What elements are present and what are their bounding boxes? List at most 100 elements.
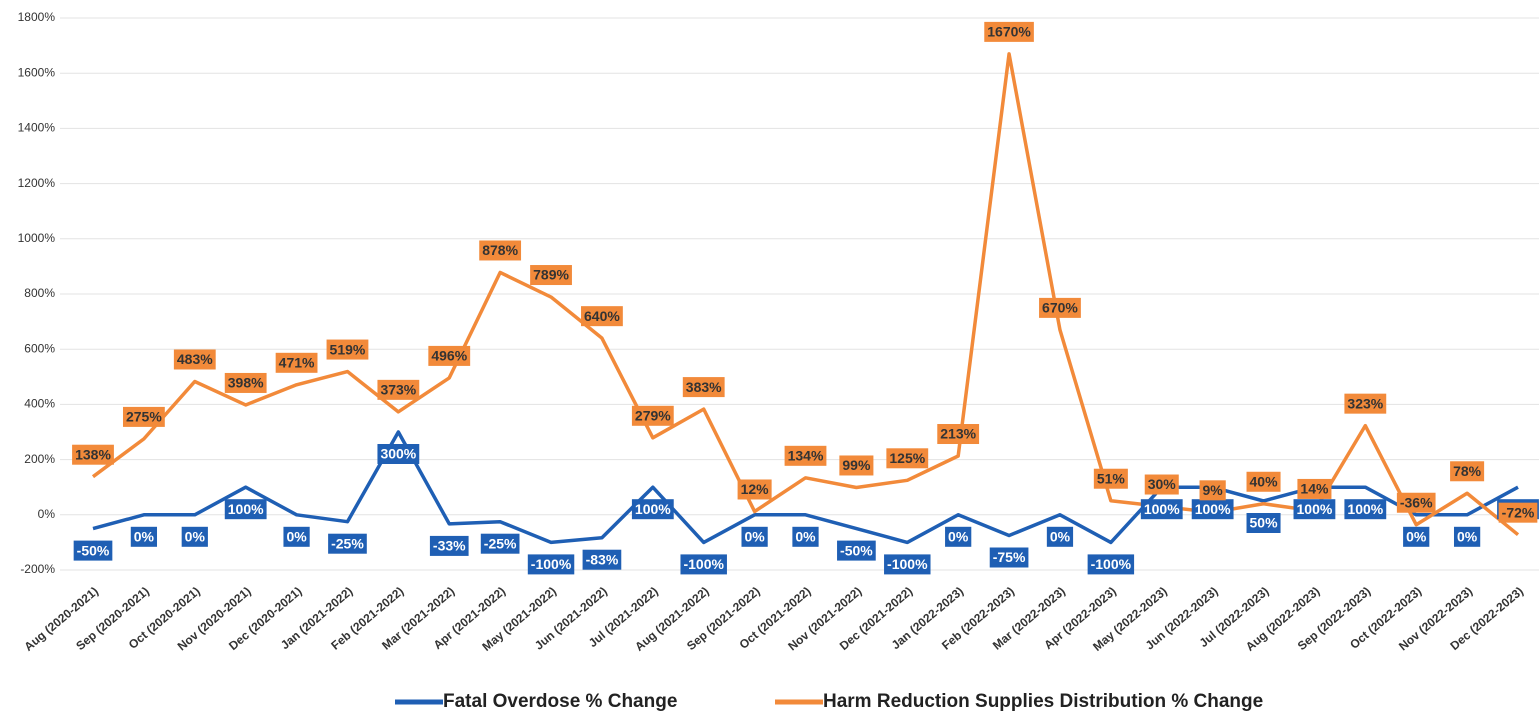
data-label-box: [1199, 480, 1226, 501]
data-label-text: -100%: [887, 556, 928, 572]
data-label-box: [326, 339, 369, 360]
data-label-text: 40%: [1250, 473, 1279, 489]
data-label-text: 100%: [635, 501, 671, 517]
y-tick-label: 1200%: [18, 176, 56, 190]
data-label: 279%: [631, 405, 674, 426]
data-label: -50%: [73, 540, 113, 561]
data-label: 100%: [1293, 499, 1336, 520]
data-label: 300%: [377, 444, 420, 464]
data-label: 323%: [1344, 393, 1387, 414]
data-label: 40%: [1246, 471, 1281, 492]
data-label-box: [1191, 499, 1234, 520]
data-label-box: [582, 549, 622, 570]
legend-label: Fatal Overdose % Change: [443, 691, 677, 712]
data-label: 519%: [326, 339, 369, 360]
data-label: -25%: [328, 533, 367, 554]
data-label-box: [1453, 526, 1481, 547]
data-label: 0%: [181, 526, 208, 547]
data-label: 0%: [1046, 526, 1074, 547]
data-label-box: [581, 306, 623, 327]
data-label-text: 483%: [177, 351, 213, 367]
data-label: 496%: [428, 345, 471, 366]
data-label: 12%: [737, 479, 772, 500]
data-label-box: [377, 444, 420, 464]
data-label: 51%: [1093, 468, 1128, 489]
y-tick-label: 400%: [24, 397, 55, 411]
data-label-text: 213%: [940, 426, 976, 442]
data-label-box: [173, 349, 216, 370]
data-label-text: 125%: [889, 450, 925, 466]
data-label: 373%: [377, 379, 420, 400]
data-label-box: [792, 526, 819, 547]
data-label-box: [682, 377, 725, 398]
data-label-text: -83%: [586, 551, 619, 567]
data-label-text: 789%: [533, 267, 569, 283]
data-label-text: 134%: [788, 448, 824, 464]
series-line: [91, 52, 1520, 537]
data-label-text: 373%: [380, 382, 416, 398]
data-label-box: [181, 526, 208, 547]
data-label-text: -100%: [531, 556, 572, 572]
data-label: 100%: [1344, 499, 1387, 520]
data-label: -25%: [480, 533, 520, 554]
data-label-text: 12%: [741, 481, 770, 497]
data-label-box: [275, 352, 318, 373]
data-label: -50%: [837, 540, 876, 561]
data-label-box: [527, 554, 575, 575]
data-label: -36%: [1396, 492, 1436, 513]
data-label-box: [1046, 526, 1074, 547]
data-label-box: [839, 455, 874, 476]
data-label-box: [1344, 393, 1387, 414]
data-label-text: 0%: [286, 529, 307, 545]
data-label-text: 0%: [948, 529, 969, 545]
data-label: 138%: [72, 444, 114, 465]
series-line: [92, 430, 1519, 545]
data-label-box: [480, 533, 520, 554]
data-label: 0%: [792, 526, 819, 547]
data-label-box: [1140, 499, 1183, 520]
data-label-box: [377, 379, 420, 400]
data-label-box: [1297, 478, 1332, 499]
data-label: 383%: [682, 377, 725, 398]
data-label-box: [283, 526, 310, 547]
data-label-box: [428, 345, 471, 366]
y-tick-label: 0%: [38, 507, 56, 521]
data-label-box: [937, 424, 980, 445]
data-label-box: [72, 444, 114, 465]
data-label-text: -25%: [331, 535, 364, 551]
data-label-box: [122, 406, 165, 427]
data-label-box: [784, 445, 827, 466]
data-label: 134%: [784, 445, 827, 466]
data-label: -100%: [1087, 554, 1135, 575]
data-label-text: 14%: [1300, 481, 1329, 497]
data-label-text: -100%: [683, 556, 724, 572]
data-label-text: 640%: [584, 308, 620, 324]
data-label-box: [631, 405, 674, 426]
data-label: 789%: [530, 265, 572, 286]
data-label-box: [989, 547, 1029, 568]
y-tick-label: 1000%: [18, 231, 56, 245]
data-label: 100%: [1191, 499, 1234, 520]
data-label-text: -72%: [1502, 504, 1535, 520]
data-label-box: [73, 540, 113, 561]
data-label: 0%: [130, 526, 158, 547]
data-label-text: 99%: [842, 457, 871, 473]
data-label-box: [984, 21, 1034, 42]
data-label-box: [1396, 492, 1436, 513]
data-label-box: [224, 499, 267, 520]
data-label: -83%: [582, 549, 622, 570]
data-label-box: [130, 526, 158, 547]
data-label-text: 100%: [228, 501, 264, 517]
data-label: 0%: [741, 526, 768, 547]
y-tick-label: 1400%: [18, 121, 56, 135]
data-label-text: -25%: [484, 535, 517, 551]
data-label-text: -50%: [77, 542, 110, 558]
data-label-text: 100%: [1347, 501, 1383, 517]
data-label: -100%: [527, 554, 575, 575]
data-label-box: [1403, 526, 1430, 547]
data-label-box: [1144, 474, 1179, 495]
data-label-text: 100%: [1297, 501, 1333, 517]
data-label: 125%: [886, 448, 929, 469]
y-tick-label: 1800%: [18, 10, 56, 24]
